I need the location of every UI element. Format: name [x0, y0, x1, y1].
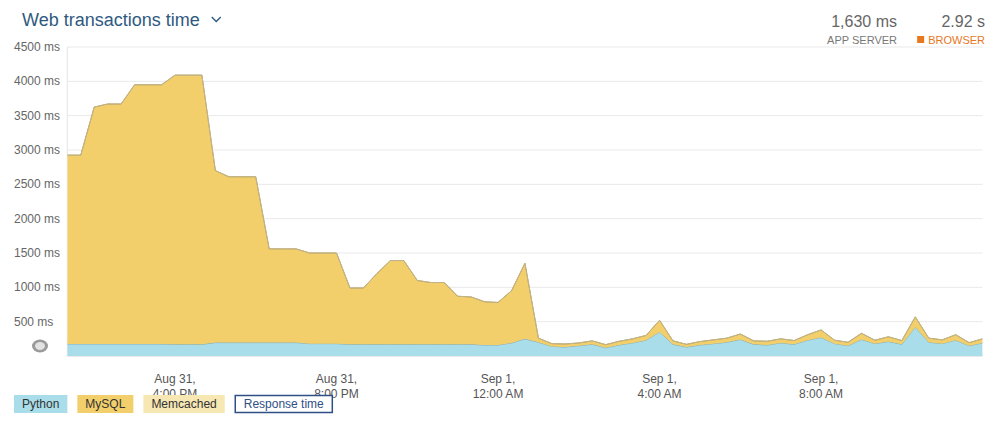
area-line — [67, 75, 982, 345]
y-tick-label: 2500 ms — [14, 177, 60, 191]
y-tick-label: 4000 ms — [14, 74, 60, 88]
area-line — [67, 75, 982, 345]
y-tick-label: 3000 ms — [14, 143, 60, 157]
title: Web transactions time — [22, 10, 200, 30]
legend-swatch — [77, 395, 133, 413]
page: {"chart_data": { "type": "area", "title"… — [0, 0, 1000, 426]
browser-value: 2.92 s — [941, 13, 985, 30]
x-tick-label-line: Aug 31, — [154, 372, 195, 386]
area — [67, 75, 982, 345]
grid-line — [67, 81, 982, 82]
title-chevron — [212, 17, 221, 22]
x-tick-label: Sep 1,8:00 AM — [799, 372, 843, 401]
y-tick-label: 3500 ms — [14, 109, 60, 123]
x-tick-label-line: 4:00 AM — [638, 387, 682, 401]
app-server-label: APP SERVER — [827, 34, 897, 46]
x-tick-label-line: 8:00 AM — [799, 387, 843, 401]
x-tick-label-line: Sep 1, — [642, 372, 677, 386]
legend-label: Python — [22, 397, 59, 411]
y-tick-label: 500 ms — [14, 315, 53, 329]
grid-line — [67, 47, 982, 48]
toggle-knob — [32, 340, 48, 353]
chart: Web transactions time 1,630 ms APP SERVER 2… — [0, 0, 1000, 426]
x-tick-label-line: Aug 31, — [316, 372, 357, 386]
browser-swatch — [917, 36, 924, 43]
legend-label: Memcached — [151, 397, 216, 411]
legend-swatch — [14, 395, 67, 413]
x-tick-label-line: Sep 1, — [804, 372, 839, 386]
y-tick-label: 2000 ms — [14, 212, 60, 226]
y-tick-label: 1000 ms — [14, 280, 60, 294]
browser-label: BROWSER — [928, 34, 985, 46]
area — [67, 75, 982, 348]
plot-area — [67, 75, 982, 356]
legend-swatch — [143, 395, 224, 413]
x-tick-label-line: Sep 1, — [481, 372, 516, 386]
x-tick-label: Sep 1,12:00 AM — [473, 372, 524, 401]
legend-toggle-label: Response time — [244, 397, 324, 411]
y-tick-label: 4500 ms — [14, 40, 60, 54]
x-tick-label: Sep 1,4:00 AM — [638, 372, 682, 401]
toggle-knob-inner — [35, 342, 45, 350]
y-tick-label: 1500 ms — [14, 246, 60, 260]
app-server-value: 1,630 ms — [831, 13, 897, 30]
legend-toggle — [235, 396, 332, 413]
legend-label: MySQL — [85, 397, 125, 411]
x-tick-label-line: 12:00 AM — [473, 387, 524, 401]
